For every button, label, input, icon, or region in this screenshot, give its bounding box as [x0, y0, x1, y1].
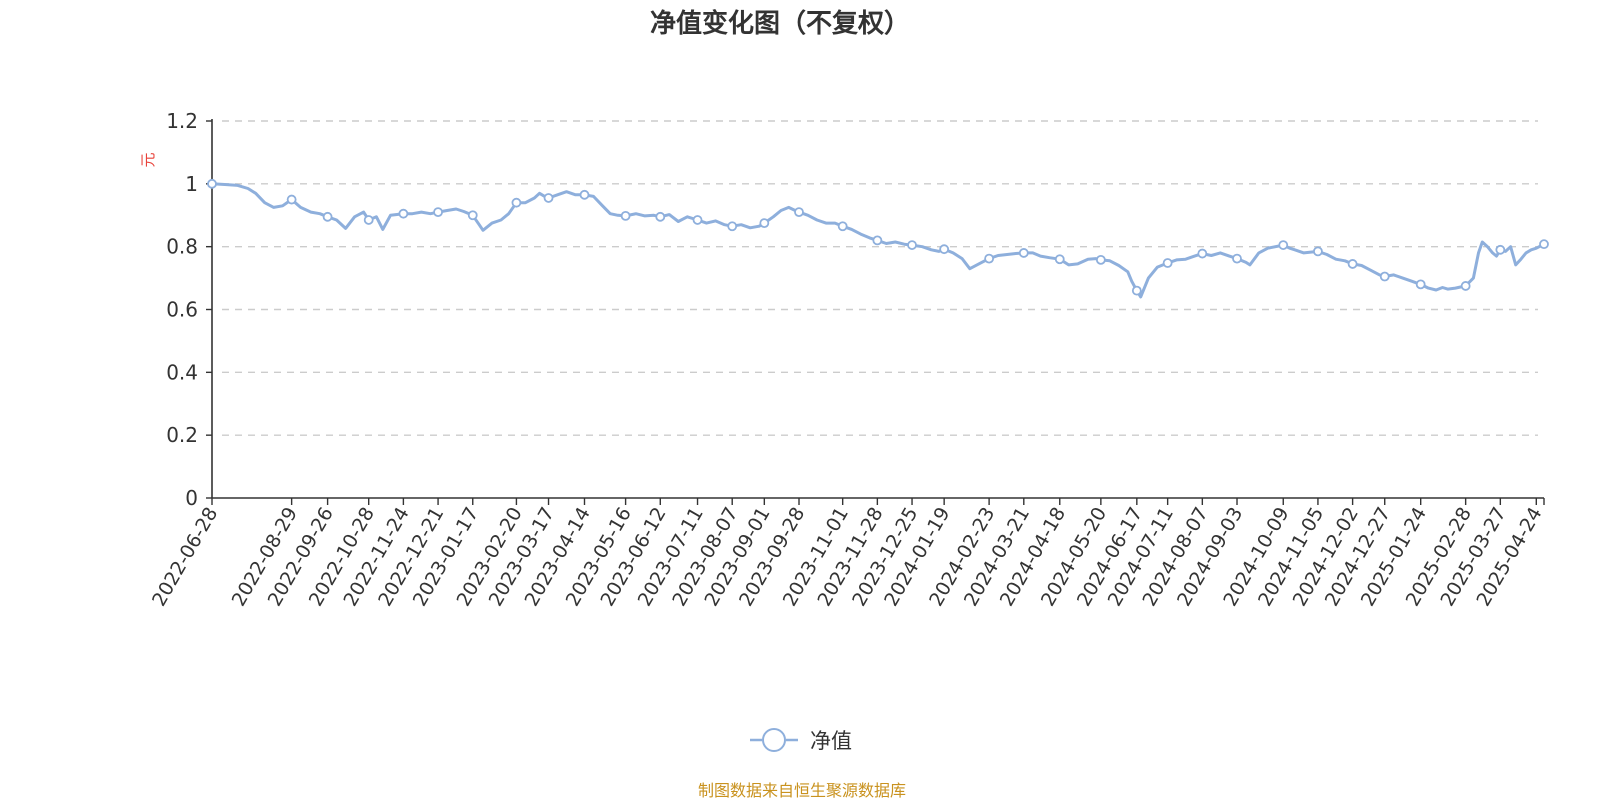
- series-marker: [467, 210, 478, 221]
- series-marker: [1415, 279, 1426, 290]
- y-tick-label: 0.2: [166, 423, 198, 447]
- series-marker: [433, 207, 443, 218]
- series-marker: [872, 235, 883, 246]
- y-tick-label: 0.6: [166, 298, 198, 322]
- y-tick-label: 1.2: [166, 109, 198, 133]
- series-marker: [794, 207, 804, 218]
- y-tick-label: 0: [185, 486, 198, 510]
- series-marker: [363, 215, 374, 225]
- series-line-nav: [211, 182, 1545, 299]
- series-marker: [207, 178, 217, 189]
- series-marker: [579, 189, 590, 200]
- series-markers: [207, 178, 1549, 296]
- series-marker: [727, 221, 738, 232]
- grid-lines: [222, 120, 1538, 436]
- x-axis-ticks: 2022-06-28 2022-08-292022-09-262022-10-28…: [148, 498, 1547, 610]
- legend[interactable]: 净值: [750, 728, 852, 753]
- series-marker: [837, 221, 848, 232]
- series-marker: [692, 215, 703, 225]
- x-tick-label: 2022-06-28: [148, 504, 222, 611]
- series-marker: [907, 240, 917, 250]
- source-note: 制图数据来自恒生聚源数据库: [698, 781, 906, 800]
- series-marker: [543, 193, 554, 203]
- series-marker: [1197, 248, 1208, 259]
- series-marker: [1495, 244, 1506, 255]
- legend-label-nav: 净值: [810, 729, 852, 753]
- series-marker: [1162, 258, 1173, 268]
- series-marker: [286, 194, 297, 205]
- series-marker: [1278, 240, 1289, 250]
- series-marker: [398, 208, 409, 219]
- y-tick-label: 1: [185, 172, 198, 196]
- series-marker: [655, 211, 666, 222]
- series-marker: [1460, 281, 1471, 291]
- series-marker: [1232, 253, 1242, 264]
- legend-marker-icon: [762, 728, 786, 752]
- series-marker: [1379, 271, 1390, 282]
- series-marker: [620, 210, 631, 221]
- series-marker: [759, 218, 770, 229]
- series-marker: [1018, 248, 1029, 258]
- series-marker: [1539, 239, 1549, 250]
- series-marker: [1313, 246, 1323, 257]
- series-marker: [1347, 259, 1358, 269]
- y-axis-ticks: 0 0.2 0.4 0.6 0.8 1 1.2: [166, 109, 212, 510]
- series-marker: [939, 244, 950, 255]
- chart-title: 净值变化图（不复权）: [650, 8, 910, 39]
- series-marker: [1095, 254, 1106, 265]
- series-marker: [511, 197, 522, 208]
- y-tick-label: 0.8: [166, 235, 198, 259]
- series-marker: [322, 211, 333, 222]
- y-axis-unit-label: 元: [139, 152, 157, 167]
- y-tick-label: 0.4: [166, 360, 198, 384]
- series-marker: [984, 253, 995, 264]
- series-marker: [1054, 254, 1065, 265]
- series-marker: [1131, 285, 1142, 296]
